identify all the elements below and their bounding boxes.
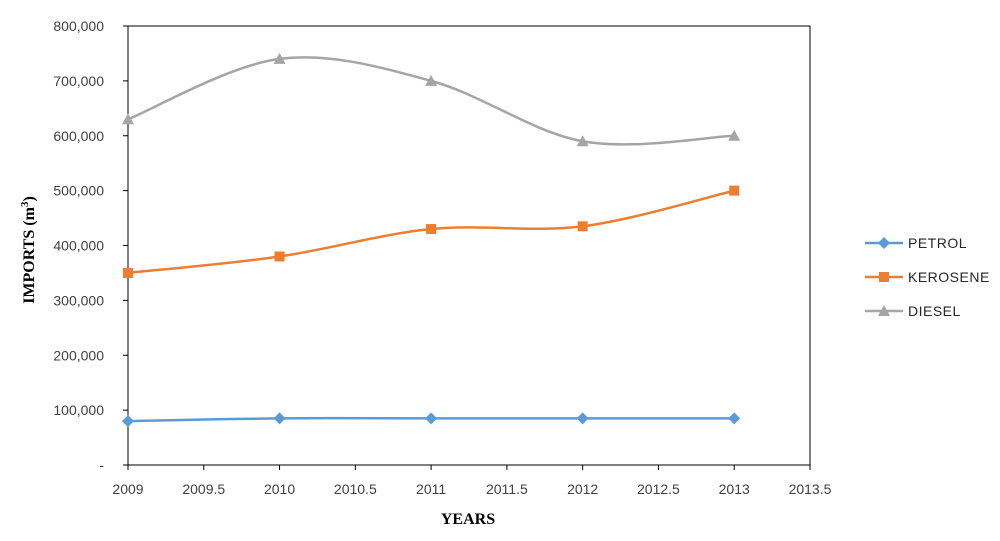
x-tick-label: 2011: [416, 481, 446, 497]
y-tick-label: 700,000: [53, 73, 104, 89]
y-tick-label: 100,000: [53, 402, 104, 418]
y-tick-label: 300,000: [53, 292, 104, 308]
x-tick-label: 2010.5: [334, 481, 377, 497]
diesel-point: [576, 135, 589, 147]
y-tick-label: 500,000: [53, 183, 104, 199]
petrol-point: [273, 412, 286, 425]
legend-label: DIESEL: [908, 303, 961, 319]
diesel-point: [728, 129, 741, 141]
plot-area-frame: [127, 25, 811, 466]
legend-item-petrol: PETROL: [865, 235, 967, 251]
y-tick-label: 800,000: [53, 18, 104, 34]
x-tick-label: 2013.5: [789, 481, 832, 497]
y-axis-title-superscript: 3: [19, 201, 31, 207]
legend: PETROL KEROSENE DIESEL: [865, 235, 990, 319]
legend-label: PETROL: [908, 235, 967, 251]
y-axis-ticks: - 100,000 200,000 300,000 400,000 500,000 600,…: [53, 18, 128, 473]
axes: [127, 25, 811, 466]
y-axis-title-main: IMPORTS (m: [21, 206, 38, 303]
x-tick-label: 2009.5: [182, 481, 225, 497]
kerosene-point: [577, 221, 588, 232]
petrol-point: [728, 412, 741, 425]
x-axis-ticks: 2009 2009.5 2010 2010.5 2011 2011.5 2012 2012.5…: [112, 465, 832, 497]
kerosene-point: [426, 224, 437, 235]
diesel-point: [273, 52, 286, 64]
x-axis-title: YEARS: [441, 511, 495, 528]
x-tick-label: 2011.5: [486, 481, 528, 497]
petrol-point: [425, 412, 438, 425]
diesel-series: [122, 52, 741, 147]
y-tick-label: 600,000: [53, 128, 104, 144]
legend-marker: [879, 272, 889, 282]
y-tick-label: 200,000: [53, 347, 104, 363]
x-tick-label: 2010: [264, 481, 295, 497]
y-axis-title: IMPORTS (m3): [19, 196, 38, 304]
x-tick-label: 2012.5: [637, 481, 680, 497]
x-tick-label: 2013: [719, 481, 750, 497]
legend-item-diesel: DIESEL: [865, 303, 961, 319]
diesel-line: [127, 56, 735, 146]
legend-label: KEROSENE: [908, 269, 990, 285]
kerosene-series: [123, 185, 740, 278]
petrol-series: [122, 412, 741, 428]
x-tick-label: 2009: [112, 481, 143, 497]
diesel-point: [425, 74, 438, 86]
kerosene-point: [123, 267, 133, 278]
x-tick-label: 2012: [567, 481, 598, 497]
legend-item-kerosene: KEROSENE: [865, 269, 990, 285]
kerosene-point: [274, 251, 285, 262]
legend-marker: [878, 305, 890, 316]
petrol-point: [576, 412, 589, 425]
legend-marker: [878, 237, 890, 249]
y-axis-title-close: ): [21, 196, 38, 201]
y-tick-label: -: [99, 457, 104, 473]
kerosene-point: [729, 185, 740, 196]
series-layer: [122, 52, 741, 428]
petrol-point: [122, 415, 134, 428]
diesel-point: [122, 113, 134, 125]
y-tick-label: 400,000: [53, 238, 104, 254]
